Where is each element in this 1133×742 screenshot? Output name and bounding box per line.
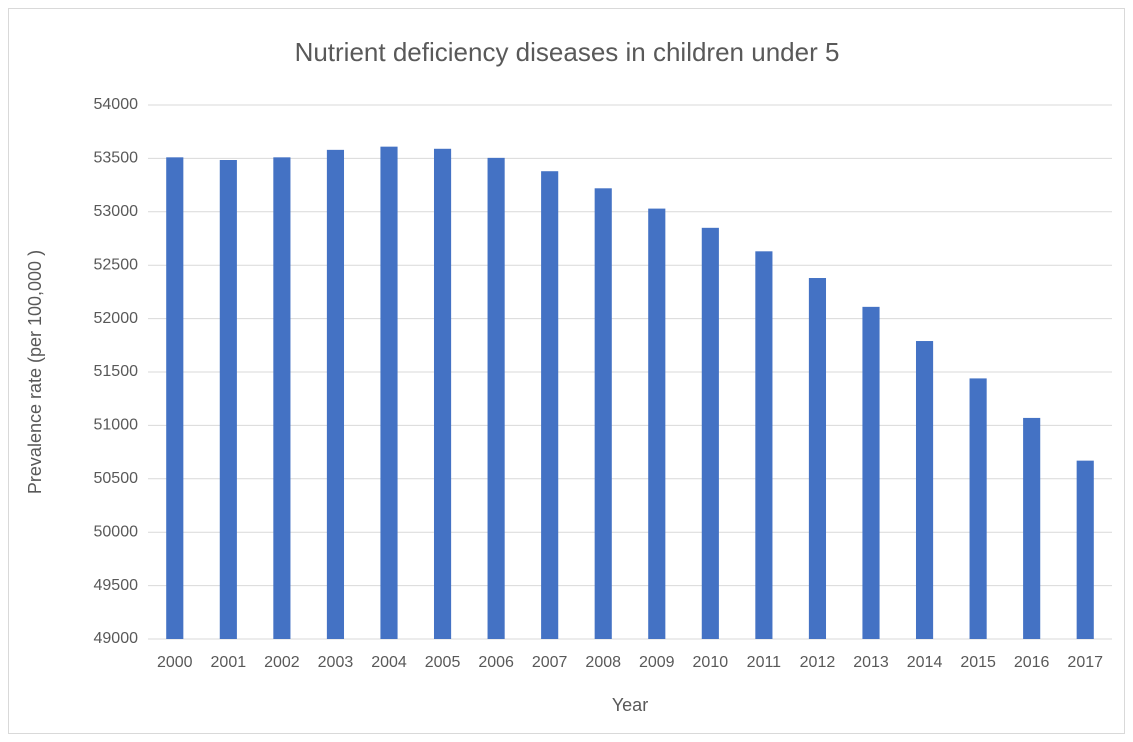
- x-tick-label: 2010: [693, 654, 729, 671]
- y-tick-label: 52000: [94, 310, 139, 327]
- x-tick-label: 2007: [532, 654, 568, 671]
- y-tick-label: 53500: [94, 150, 139, 167]
- bar: [1023, 417, 1041, 639]
- y-tick-label: 51500: [94, 363, 139, 380]
- bar: [1076, 460, 1094, 639]
- x-tick-label: 2004: [371, 654, 407, 671]
- bar: [219, 160, 237, 639]
- y-tick-label: 50500: [94, 470, 139, 487]
- y-tick-label: 54000: [94, 96, 139, 113]
- y-tick-label: 51000: [94, 417, 139, 434]
- y-tick-label: 50000: [94, 523, 139, 540]
- y-axis-label: Prevalence rate (per 100,000 ): [25, 250, 45, 494]
- y-tick-label: 53000: [94, 203, 139, 220]
- chart-title: Nutrient deficiency diseases in children…: [295, 37, 840, 67]
- x-tick-label: 2015: [960, 654, 996, 671]
- x-tick-label: 2009: [639, 654, 675, 671]
- x-tick-label: 2013: [853, 654, 889, 671]
- bar: [326, 149, 345, 639]
- bar: [487, 157, 505, 639]
- x-tick-label: 2002: [264, 654, 300, 671]
- bar: [969, 378, 987, 639]
- bar: [648, 208, 666, 639]
- bar: [380, 146, 398, 640]
- bar: [755, 251, 773, 640]
- chart-border: [8, 8, 1125, 734]
- bar: [701, 227, 719, 639]
- x-tick-label: 2006: [478, 654, 514, 671]
- bar: [594, 188, 612, 639]
- bar: [273, 157, 291, 639]
- y-tick-label: 49500: [94, 577, 139, 594]
- x-tick-label: 2012: [800, 654, 836, 671]
- x-tick-label: 2014: [907, 654, 943, 671]
- bar: [433, 148, 452, 639]
- x-tick-label: 2016: [1014, 654, 1050, 671]
- x-tick-label: 2008: [585, 654, 621, 671]
- x-tick-label: 2003: [318, 654, 354, 671]
- bar: [166, 157, 184, 639]
- x-tick-label: 2017: [1067, 654, 1103, 671]
- y-tick-label: 49000: [94, 630, 139, 647]
- x-tick-label: 2000: [157, 654, 193, 671]
- x-tick-label: 2005: [425, 654, 461, 671]
- x-axis-label: Year: [612, 695, 648, 715]
- bar: [915, 341, 934, 639]
- bar: [862, 306, 880, 639]
- x-tick-label: 2011: [747, 654, 782, 671]
- y-tick-label: 52500: [94, 256, 139, 273]
- bar: [541, 171, 559, 639]
- bar: [808, 278, 827, 639]
- x-tick-label: 2001: [211, 654, 247, 671]
